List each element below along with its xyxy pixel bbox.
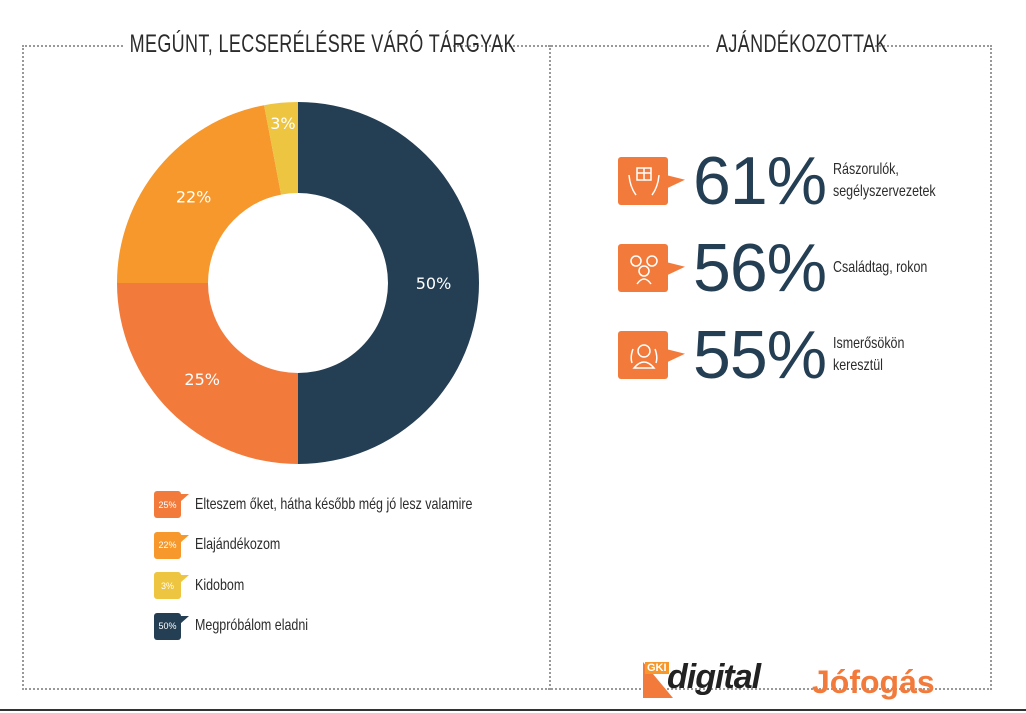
gift-hands-icon: [618, 157, 685, 205]
legend-item: 3% Kidobom: [154, 572, 258, 599]
stat-item: 55% Ismerősökön keresztül: [618, 316, 993, 394]
bottom-rule: [0, 709, 1026, 711]
stat-label: Családtag, rokon: [833, 259, 928, 276]
legend-swatch: 3%: [154, 572, 189, 599]
legend-percent: 50%: [158, 621, 177, 631]
stat-value: 61%: [693, 143, 827, 219]
stat-item: 56% Családtag, rokon: [618, 229, 993, 307]
friends-icon: [618, 331, 685, 379]
stat-value: 56%: [693, 230, 827, 306]
legend-percent: 3%: [160, 580, 174, 591]
gki-logo-text: GKI: [645, 662, 669, 674]
legend-item: 25% Elteszem őket, hátha később még jó le…: [154, 491, 551, 518]
legend-label: Elajándékozom: [195, 536, 281, 553]
legend-label: Kidobom: [195, 576, 245, 594]
jofogas-logo: Jófogás: [812, 664, 935, 700]
legend-swatch: 25%: [154, 491, 189, 518]
donut-slice: [117, 105, 282, 283]
slice-label: 50%: [416, 274, 452, 293]
donut-slice: [298, 102, 479, 464]
legend-label: Megpróbálom eladni: [195, 617, 309, 634]
slice-label: 22%: [176, 188, 212, 207]
legend-swatch: 22%: [154, 531, 189, 559]
stat-label: Ismerősökön keresztül: [833, 335, 905, 374]
stat-value: 55%: [693, 317, 827, 393]
stat-item: 61% Rászorulók, segélyszervezetek: [618, 142, 993, 220]
stat-label: Rászorulók, segélyszervezetek: [833, 161, 936, 200]
legend-item: 50% Megpróbálom eladni: [154, 612, 340, 640]
legend-swatch: 50%: [154, 612, 189, 640]
legend-percent: 22%: [158, 540, 177, 550]
family-icon: [618, 244, 685, 292]
legend-item: 22% Elajándékozom: [154, 531, 304, 559]
donut-slice: [117, 283, 298, 464]
slice-label: 25%: [184, 370, 220, 389]
slice-label: 3%: [270, 114, 295, 133]
legend-percent: 25%: [158, 499, 177, 510]
gki-digital-logo: GKI digital: [643, 658, 783, 702]
donut-slice: [264, 102, 298, 195]
left-title: MEGÚNT, LECSERÉLÉSRE VÁRÓ TÁRGYAK: [123, 30, 516, 59]
digital-logo-text: digital: [667, 658, 761, 696]
legend-label: Elteszem őket, hátha később még jó lesz …: [195, 495, 473, 513]
right-title: AJÁNDÉKOZOTTAK: [710, 30, 887, 59]
